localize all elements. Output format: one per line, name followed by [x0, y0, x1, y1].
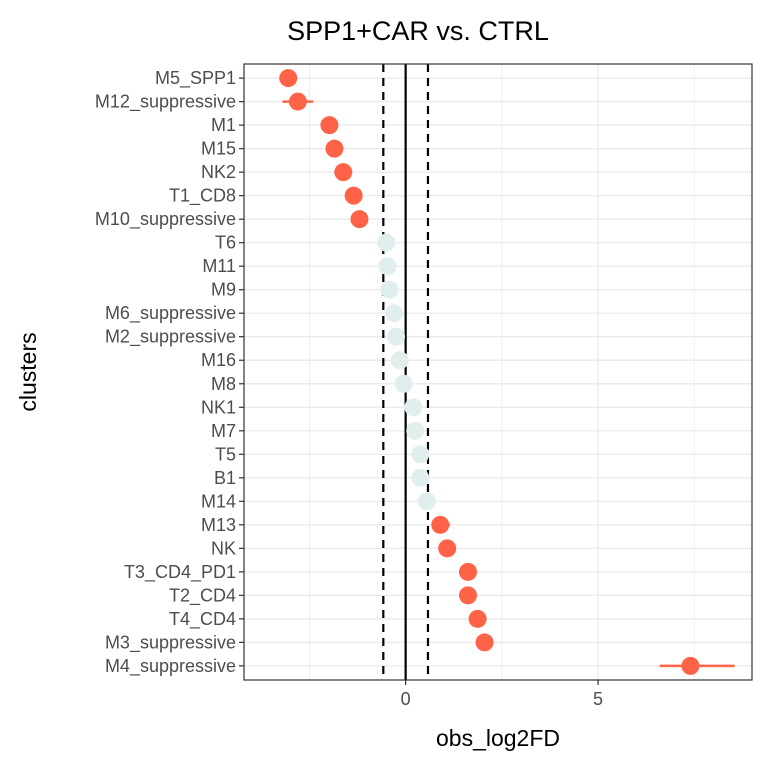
y-tick-label: T6	[215, 233, 236, 253]
y-tick-label: M3_suppressive	[105, 632, 236, 653]
y-tick-label: M2_suppressive	[105, 327, 236, 348]
y-axis-title: clusters	[15, 332, 41, 411]
data-point	[350, 210, 369, 229]
data-point	[385, 304, 404, 323]
data-point	[431, 515, 450, 534]
y-tick-label: M7	[211, 421, 236, 441]
y-tick-label: M14	[201, 491, 236, 511]
data-point	[438, 539, 457, 558]
panel-border	[243, 63, 753, 681]
y-tick-label: NK1	[201, 397, 236, 417]
chart-title: SPP1+CAR vs. CTRL	[287, 16, 549, 46]
y-tick-label: T2_CD4	[169, 585, 236, 606]
y-tick-label: NK2	[201, 162, 236, 182]
data-point	[468, 609, 487, 628]
y-tick-label: M5_SPP1	[155, 68, 236, 89]
data-point	[394, 374, 413, 393]
data-point	[681, 656, 700, 675]
data-point	[406, 421, 425, 440]
data-point	[344, 186, 363, 205]
y-tick-label: M15	[201, 139, 236, 159]
x-tick-label: 0	[401, 689, 411, 709]
data-point	[417, 492, 436, 511]
data-point	[288, 92, 307, 111]
y-tick-label: B1	[214, 468, 236, 488]
data-marks	[279, 69, 735, 675]
data-point	[404, 398, 423, 417]
data-point	[411, 445, 430, 464]
y-tick-label: M13	[201, 515, 236, 535]
data-point	[279, 69, 298, 88]
y-tick-label: T1_CD8	[169, 186, 236, 207]
reference-lines	[382, 64, 430, 680]
data-point	[334, 163, 353, 182]
y-tick-label: M9	[211, 280, 236, 300]
data-point	[325, 139, 344, 158]
data-point	[475, 633, 494, 652]
y-tick-label: M11	[202, 256, 236, 276]
y-tick-label: NK	[211, 538, 236, 558]
data-point	[378, 257, 397, 276]
y-tick-label: M8	[211, 374, 236, 394]
x-tick-label: 5	[593, 689, 603, 709]
y-tick-label: M16	[201, 350, 236, 370]
data-point	[377, 233, 396, 252]
y-tick-label: M4_suppressive	[105, 656, 236, 677]
y-tick-label: M1	[211, 115, 236, 135]
y-tick-label: M6_suppressive	[105, 303, 236, 324]
x-axis-title: obs_log2FD	[436, 725, 560, 751]
grid-lines	[244, 64, 752, 680]
data-point	[458, 586, 477, 605]
y-tick-label: M10_suppressive	[95, 209, 236, 230]
y-tick-label: T5	[215, 444, 236, 464]
y-tick-label: T3_CD4_PD1	[124, 562, 236, 583]
data-point	[458, 562, 477, 581]
y-tick-label: M12_suppressive	[95, 92, 236, 113]
data-point	[411, 468, 430, 487]
data-point	[387, 327, 406, 346]
data-point	[390, 351, 409, 370]
data-point	[320, 116, 339, 135]
data-point	[380, 280, 399, 299]
y-tick-label: T4_CD4	[169, 609, 236, 630]
